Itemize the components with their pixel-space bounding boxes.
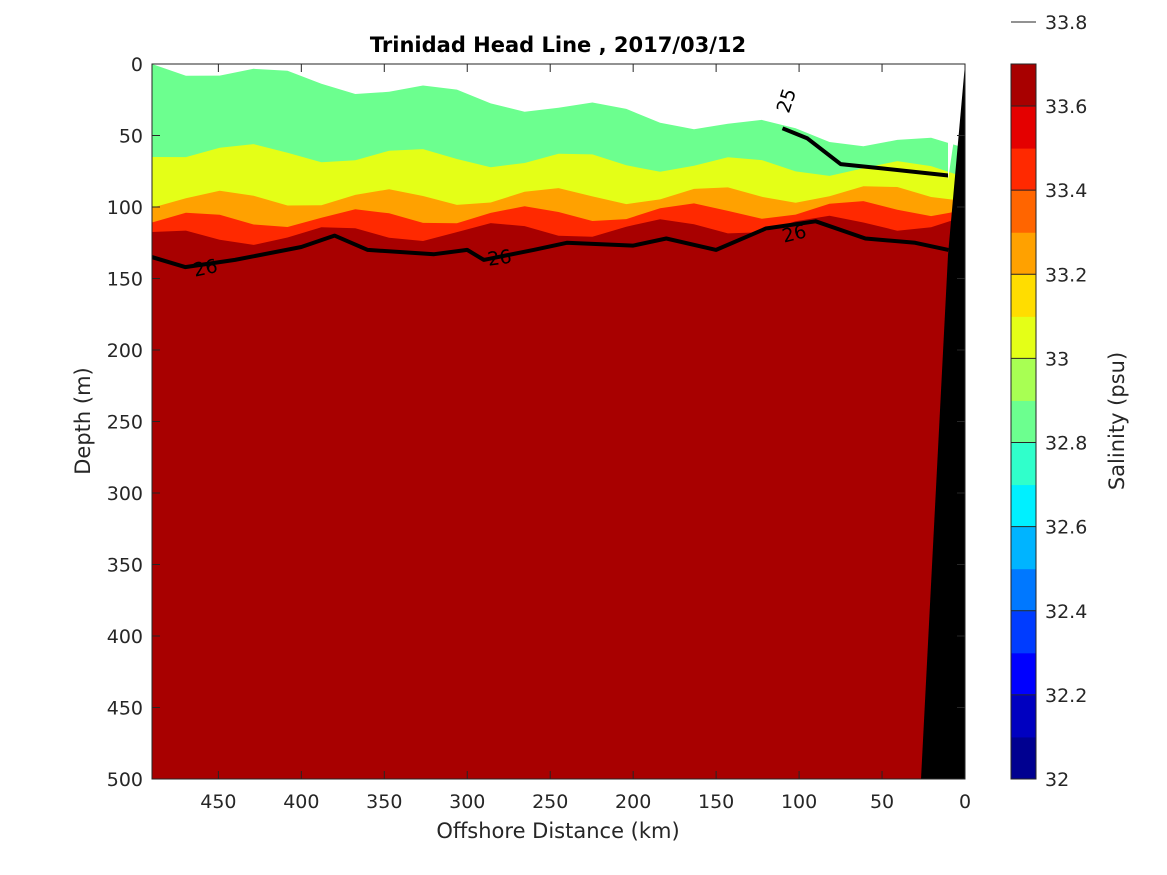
colorbar-frame — [1010, 63, 1037, 780]
coast-white-gap — [948, 64, 965, 180]
colorbar-swatch — [1011, 652, 1036, 696]
density-contours — [152, 126, 949, 270]
colorbar-swatch — [1011, 358, 1036, 401]
colorbar-swatch — [1011, 274, 1036, 317]
salinity-layers — [152, 64, 965, 779]
colorbar-swatch — [1011, 694, 1036, 738]
x-tick-label: 100 — [781, 791, 817, 813]
chart-title: Trinidad Head Line , 2017/03/12 — [370, 33, 746, 57]
x-tick-label: 250 — [532, 791, 568, 813]
x-tick-label: 50 — [870, 791, 894, 813]
colorbar-swatch — [1011, 106, 1036, 149]
seafloor-land-mask — [921, 64, 965, 779]
contour-label: 26 — [191, 255, 219, 282]
y-tick-label: 500 — [107, 769, 143, 791]
colorbar-tick-label: 32.6 — [1045, 517, 1087, 539]
x-tick-label: 450 — [200, 791, 236, 813]
colorbar-swatch — [1011, 232, 1036, 275]
colorbar-swatch — [1011, 484, 1036, 528]
y-tick-label: 250 — [107, 412, 143, 434]
y-tick-label: 100 — [107, 197, 143, 219]
colorbar — [1011, 64, 1036, 780]
colorbar-swatch — [1011, 610, 1036, 654]
y-tick-label: 150 — [107, 269, 143, 291]
colorbar-tick-label: 33.8 — [1045, 12, 1087, 34]
colorbar-tick-label: 33.6 — [1045, 96, 1087, 118]
y-tick-label: 200 — [107, 340, 143, 362]
x-tick-label: 0 — [959, 791, 971, 813]
contour-line-26 — [152, 219, 949, 270]
x-tick-label: 150 — [698, 791, 734, 813]
colorbar-tick-label: 33 — [1045, 348, 1069, 370]
y-tick-label: 300 — [107, 483, 143, 505]
colorbar-tick-label: 33.4 — [1045, 180, 1087, 202]
colorbar-tick-label: 32.4 — [1045, 601, 1087, 623]
salinity-band-34.1 — [152, 387, 965, 779]
x-axis: 450 400 350 300 250 200 150 100 50 0 — [200, 64, 971, 813]
x-tick-label: 400 — [283, 791, 319, 813]
contour-label: 26 — [486, 246, 513, 271]
y-tick-label: 50 — [119, 126, 143, 148]
colorbar-swatch — [1011, 736, 1036, 780]
y-tick-label: 400 — [107, 626, 143, 648]
y-axis-title: Depth (m) — [71, 367, 95, 474]
colorbar-swatch — [1011, 442, 1036, 486]
colorbar-tick-label: 33.2 — [1045, 264, 1087, 286]
colorbar-tick-label: 32.2 — [1045, 685, 1087, 707]
colorbar-swatch — [1011, 64, 1036, 107]
colorbar-swatch — [1011, 148, 1036, 191]
x-axis-title: Offshore Distance (km) — [436, 819, 679, 843]
x-tick-label: 350 — [366, 791, 402, 813]
contour-line-25 — [781, 126, 949, 178]
y-tick-label: 450 — [107, 698, 143, 720]
colorbar-swatch — [1011, 568, 1036, 612]
y-tick-label: 350 — [107, 555, 143, 577]
colorbar-tick-label: 32.8 — [1045, 433, 1087, 455]
colorbar-swatch — [1011, 400, 1036, 444]
x-tick-label: 200 — [615, 791, 651, 813]
x-tick-label: 300 — [449, 791, 485, 813]
colorbar-swatch — [1011, 190, 1036, 233]
y-tick-label: 0 — [131, 54, 143, 76]
colorbar-swatch — [1011, 526, 1036, 570]
colorbar-title: Salinity (psu) — [1105, 352, 1129, 490]
colorbar-swatch — [1011, 316, 1036, 359]
y-axis: 0 50 100 150 200 250 300 350 400 450 500 — [107, 54, 965, 791]
colorbar-tick-label: 32 — [1045, 769, 1069, 791]
